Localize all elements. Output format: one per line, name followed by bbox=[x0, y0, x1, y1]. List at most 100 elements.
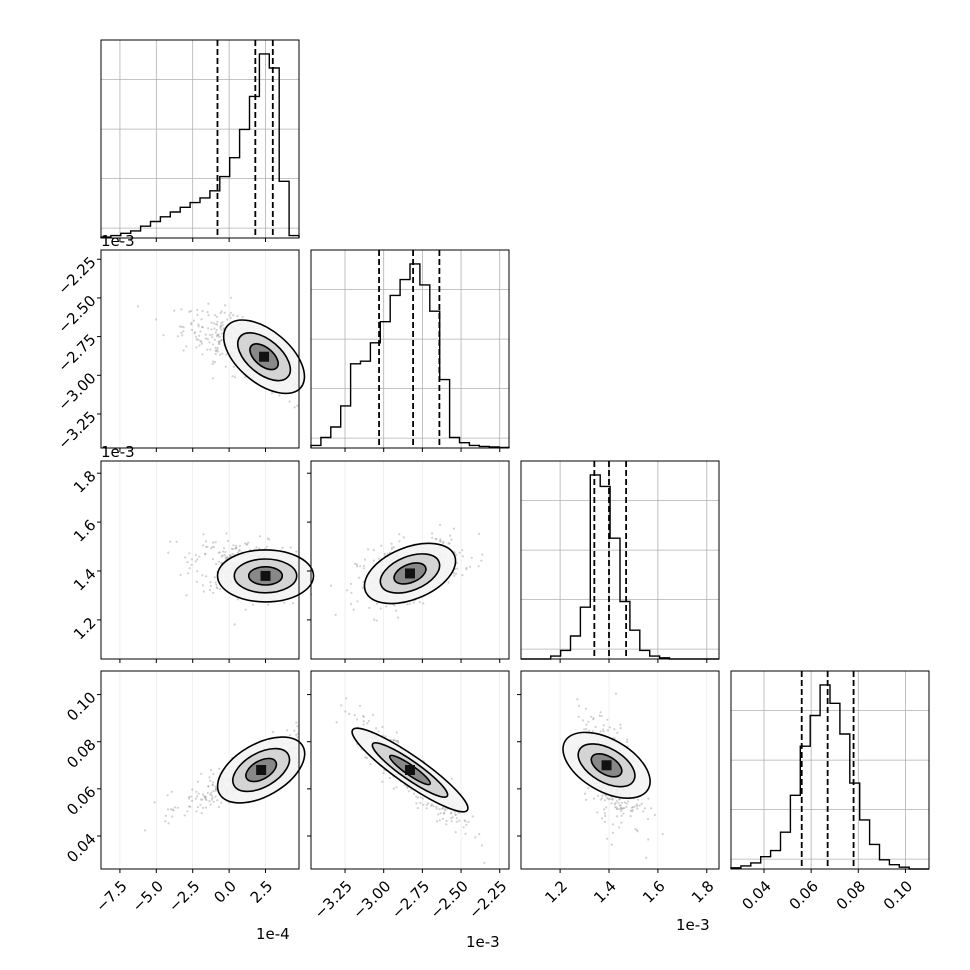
scatter-point bbox=[481, 553, 484, 556]
scatter-point bbox=[439, 812, 442, 815]
scatter-point bbox=[162, 334, 165, 337]
scatter-point bbox=[208, 800, 211, 803]
scatter-point bbox=[175, 540, 178, 543]
scatter-point bbox=[613, 803, 616, 806]
scatter-point bbox=[596, 794, 600, 798]
y-tick-label: −3.25 bbox=[54, 408, 99, 453]
scatter-point bbox=[601, 797, 604, 800]
scatter-point bbox=[330, 584, 333, 587]
scatter-point bbox=[191, 788, 194, 791]
x-tick-label: −2.50 bbox=[427, 877, 472, 922]
scatter-point bbox=[204, 796, 207, 799]
scatter-point bbox=[214, 349, 217, 352]
x-tick-label: −3.25 bbox=[311, 877, 356, 922]
scatter-point bbox=[190, 321, 193, 324]
scatter-point bbox=[392, 739, 395, 742]
scatter-point bbox=[201, 325, 204, 329]
scatter-point bbox=[438, 539, 442, 543]
scatter-point bbox=[214, 314, 217, 317]
scatter-point bbox=[603, 820, 607, 824]
scatter-point bbox=[226, 318, 229, 321]
scatter-point bbox=[197, 323, 200, 326]
scatter-point bbox=[216, 799, 219, 802]
scatter-point bbox=[216, 335, 219, 338]
scatter-point bbox=[592, 718, 595, 721]
scatter-point bbox=[199, 798, 202, 801]
scatter-point bbox=[367, 719, 370, 723]
scatter-point bbox=[231, 548, 235, 551]
scatter-point bbox=[200, 318, 203, 321]
scatter-point bbox=[212, 360, 215, 363]
scatter-point bbox=[196, 780, 200, 783]
scatter-point bbox=[340, 704, 343, 707]
scatter-point bbox=[355, 563, 359, 566]
scatter-point bbox=[167, 822, 170, 825]
scatter-point bbox=[223, 553, 226, 557]
scatter-point bbox=[194, 560, 197, 563]
scatter-point bbox=[228, 554, 231, 557]
scatter-point bbox=[356, 718, 359, 721]
scatter-point bbox=[470, 556, 473, 559]
x-tick-label: −2.5 bbox=[165, 877, 203, 915]
scatter-point bbox=[171, 815, 174, 818]
scatter-point bbox=[221, 554, 224, 557]
x-tick-label: −3.00 bbox=[349, 877, 394, 922]
panel-frame bbox=[310, 670, 510, 870]
scatter-point bbox=[230, 554, 233, 557]
scatter-point bbox=[220, 322, 223, 325]
scatter-point bbox=[204, 806, 207, 809]
scatter-point bbox=[219, 325, 222, 328]
scatter-point bbox=[220, 801, 223, 804]
scatter-point bbox=[196, 558, 199, 561]
scatter-point bbox=[461, 574, 464, 577]
scatter-point bbox=[198, 334, 201, 337]
scatter-point bbox=[635, 803, 638, 806]
scatter-point bbox=[180, 308, 183, 311]
scatter-point bbox=[232, 314, 235, 317]
scatter-point bbox=[398, 540, 401, 543]
scatter-point bbox=[416, 807, 419, 810]
scatter-point bbox=[238, 549, 241, 552]
scatter-point bbox=[603, 812, 606, 815]
panel-frame bbox=[100, 39, 300, 239]
scatter-point bbox=[425, 807, 428, 810]
scatter-point bbox=[217, 551, 220, 554]
scatter-point bbox=[353, 714, 356, 717]
scatter-point bbox=[166, 794, 169, 797]
scatter-point bbox=[212, 322, 215, 325]
scatter-point bbox=[201, 353, 204, 356]
scatter-point bbox=[173, 806, 176, 809]
scatter-point bbox=[220, 339, 223, 342]
scatter-point bbox=[604, 814, 607, 818]
scatter-point bbox=[221, 550, 225, 553]
scatter-point bbox=[206, 338, 209, 341]
scatter-point bbox=[395, 609, 398, 612]
scatter-point bbox=[214, 323, 217, 326]
scatter-point bbox=[388, 776, 391, 780]
scatter-point bbox=[450, 817, 453, 820]
scatter-point bbox=[210, 321, 213, 324]
offset-text-x: 1e-4 bbox=[256, 925, 290, 943]
scatter-point bbox=[618, 804, 621, 807]
scatter-point bbox=[214, 331, 217, 334]
scatter-point bbox=[212, 591, 215, 594]
scatter-point bbox=[601, 817, 604, 820]
scatter-point bbox=[172, 809, 175, 812]
scatter-point bbox=[432, 804, 435, 808]
x-tick-label: 0.0 bbox=[210, 877, 240, 907]
scatter-point bbox=[349, 582, 352, 586]
scatter-point bbox=[608, 726, 611, 729]
scatter-point bbox=[180, 331, 183, 334]
scatter-point bbox=[206, 791, 209, 795]
x-tick-label: 2.5 bbox=[247, 877, 277, 907]
density-peak bbox=[256, 765, 267, 775]
scatter-point bbox=[369, 763, 372, 766]
scatter-point bbox=[604, 794, 608, 797]
scatter-point bbox=[606, 729, 610, 732]
scatter-point bbox=[438, 808, 441, 811]
scatter-point bbox=[196, 308, 199, 311]
scatter-point bbox=[232, 365, 235, 368]
scatter-point bbox=[461, 555, 464, 558]
scatter-point bbox=[441, 807, 444, 810]
